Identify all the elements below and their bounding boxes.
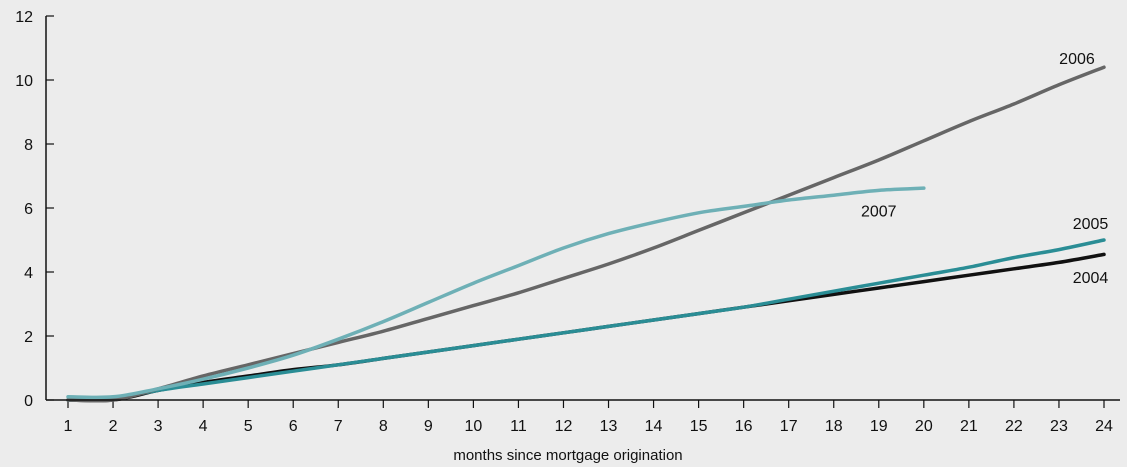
series-label-2005: 2005 [1073, 216, 1109, 233]
series-line-2005 [66, 238, 1106, 402]
y-tick-label: 0 [24, 393, 33, 410]
x-tick-label: 11 [510, 418, 527, 435]
x-tick-label: 21 [960, 418, 978, 435]
x-tick-label: 10 [464, 418, 482, 435]
series-label-2006: 2006 [1059, 51, 1095, 68]
y-tick-label: 6 [24, 201, 33, 218]
series-line-2007 [66, 186, 926, 400]
x-tick-label: 7 [334, 418, 343, 435]
x-tick-label: 4 [199, 418, 208, 435]
x-tick-label: 19 [870, 418, 888, 435]
x-tick-label: 20 [915, 418, 933, 435]
series-label-2007: 2007 [861, 203, 897, 220]
series-line-2004 [66, 252, 1106, 403]
x-tick-label: 15 [690, 418, 708, 435]
x-axis-label: months since mortgage origination [453, 447, 682, 464]
y-axis-ticks: 0 2 4 6 8 10 12 [15, 9, 54, 410]
x-tick-label: 13 [600, 418, 618, 435]
x-axis-ticks: 1 2 3 4 5 6 7 8 9 10 11 12 13 14 15 16 17 18 19 20 21 22 23 24 [64, 400, 1113, 435]
x-tick-label: 9 [424, 418, 433, 435]
series-label-2004: 2004 [1073, 270, 1109, 287]
x-tick-label: 23 [1050, 418, 1068, 435]
y-tick-label: 2 [24, 329, 33, 346]
x-tick-label: 17 [780, 418, 798, 435]
x-tick-label: 1 [64, 418, 73, 435]
x-tick-label: 5 [244, 418, 253, 435]
x-tick-label: 6 [289, 418, 298, 435]
x-tick-label: 22 [1005, 418, 1023, 435]
x-tick-label: 24 [1095, 418, 1113, 435]
x-tick-label: 8 [379, 418, 388, 435]
x-tick-label: 3 [154, 418, 163, 435]
y-tick-label: 4 [24, 265, 33, 282]
x-tick-label: 12 [555, 418, 573, 435]
series-lines [66, 65, 1106, 403]
x-tick-label: 14 [645, 418, 663, 435]
x-tick-label: 18 [825, 418, 843, 435]
x-tick-label: 2 [109, 418, 118, 435]
y-tick-label: 12 [15, 9, 33, 26]
series-labels: 2004 2005 2006 2007 [861, 51, 1108, 287]
series-line-2006 [66, 65, 1106, 403]
y-tick-label: 8 [24, 137, 33, 154]
y-tick-label: 10 [15, 73, 33, 90]
x-tick-label: 16 [735, 418, 753, 435]
